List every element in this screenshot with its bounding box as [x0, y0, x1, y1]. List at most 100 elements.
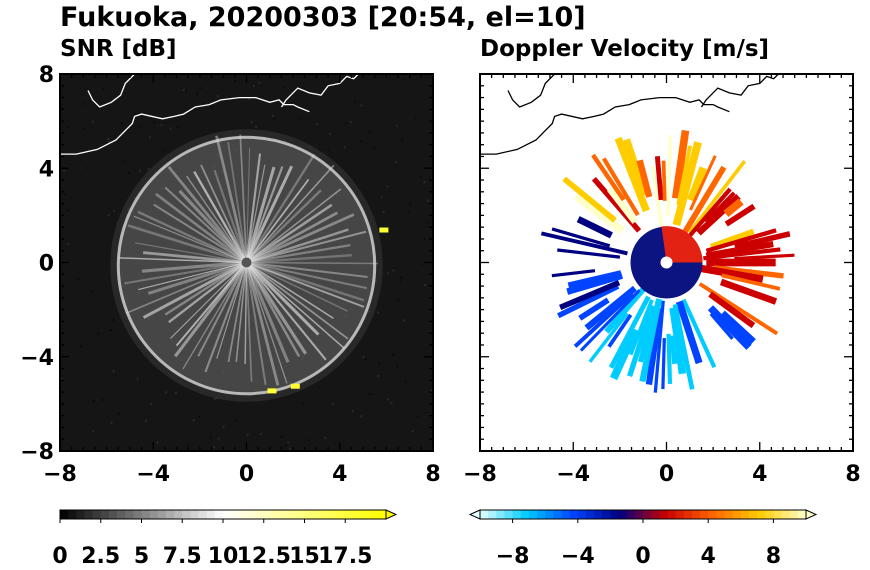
snr-noise [344, 122, 347, 125]
colorbar-cell [345, 510, 354, 519]
snr-noise [112, 370, 115, 373]
colorbar-cell [659, 510, 668, 519]
doppler-ray [719, 310, 756, 345]
snr-noise [137, 291, 140, 294]
snr-ray [245, 178, 310, 264]
snr-noise [195, 317, 198, 320]
doppler-ray [688, 187, 732, 237]
snr-noise [214, 379, 217, 382]
snr-noise [201, 237, 204, 240]
snr-noise [163, 149, 166, 152]
coastline [507, 74, 556, 108]
x-tick-label: −4 [136, 462, 170, 487]
snr-noise [266, 267, 269, 270]
snr-noise [367, 310, 370, 313]
doppler-ray [607, 313, 633, 348]
colorbar-cell [626, 510, 636, 519]
snr-noise [390, 402, 393, 405]
snr-noise [367, 262, 370, 265]
snr-noise [107, 137, 110, 140]
colorbar-tick-label: 4 [701, 544, 716, 569]
snr-noise [147, 168, 150, 171]
snr-noise [256, 292, 259, 295]
snr-noise [353, 100, 356, 103]
colorbar-cell [255, 510, 265, 519]
snr-ray [143, 251, 247, 264]
colorbar-cell [610, 510, 620, 519]
snr-noise [183, 272, 186, 275]
y-tick-label: 8 [39, 63, 54, 88]
snr-noise [414, 116, 417, 119]
snr-noise [360, 140, 363, 143]
colorbar-cell [480, 510, 489, 519]
doppler-ray [669, 335, 679, 365]
snr-ray [137, 210, 247, 264]
snr-noise [79, 345, 82, 348]
colorbar-cell [520, 510, 530, 519]
snr-noise [344, 315, 347, 318]
colorbar-cell [488, 510, 497, 519]
snr-panel-title: SNR [dB] [60, 36, 177, 62]
snr-ray [245, 164, 335, 263]
snr-noise [275, 318, 278, 321]
snr-ray [246, 261, 348, 312]
snr-noise [364, 231, 367, 234]
snr-noise [401, 139, 404, 142]
snr-noise [234, 419, 237, 422]
snr-ray [204, 262, 248, 373]
snr-ray [173, 261, 248, 358]
doppler-ray [705, 240, 774, 259]
snr-ray [246, 261, 334, 320]
snr-noise [213, 323, 216, 326]
colorbar-cell [214, 510, 224, 519]
snr-noise [67, 209, 70, 212]
colorbar-cell [280, 510, 289, 519]
colorbar-cell [585, 510, 595, 519]
snr-noise [213, 446, 216, 449]
colorbar-cell [528, 510, 538, 519]
snr-noise [238, 374, 241, 377]
doppler-ray [719, 278, 778, 305]
snr-noise [258, 81, 261, 84]
snr-noise [376, 311, 379, 314]
snr-noise [93, 400, 96, 403]
snr-ray [246, 261, 365, 302]
colorbar-cell [512, 510, 522, 519]
snr-noise [378, 361, 381, 364]
snr-noise [236, 239, 239, 242]
snr-noise [182, 88, 185, 91]
snr-noise [251, 368, 254, 371]
snr-noise [272, 115, 275, 118]
colorbar-cell [691, 510, 701, 519]
snr-ray [142, 261, 248, 319]
snr-noise [336, 243, 339, 246]
snr-noise [225, 304, 228, 307]
snr-noise [113, 210, 116, 213]
colorbar-cell [337, 510, 346, 519]
doppler-ray [604, 285, 648, 334]
figure-title: Fukuoka, 20200303 [20:54, el=10] [60, 2, 586, 33]
snr-noise [144, 309, 147, 312]
doppler-ray [573, 193, 625, 234]
snr-noise [228, 330, 231, 333]
colorbar-cell [537, 510, 546, 519]
snr-noise [274, 350, 277, 353]
snr-noise [328, 132, 331, 135]
x-tick-label: 8 [425, 462, 440, 487]
snr-noise [247, 98, 250, 101]
colorbar-cell [60, 510, 69, 519]
doppler-ray [723, 198, 744, 218]
snr-ray [246, 243, 351, 264]
doppler-ray [601, 157, 640, 217]
colorbar-cell [361, 510, 371, 519]
snr-noise [273, 196, 276, 199]
doppler-ray [724, 203, 756, 227]
doppler-ray [661, 160, 667, 201]
snr-ray [215, 135, 248, 263]
snr-noise [108, 140, 111, 143]
doppler-inner-recede [661, 226, 703, 263]
colorbar-cell [634, 510, 644, 519]
snr-noise [67, 242, 70, 245]
snr-noise [153, 181, 156, 184]
snr-ray [246, 228, 349, 264]
